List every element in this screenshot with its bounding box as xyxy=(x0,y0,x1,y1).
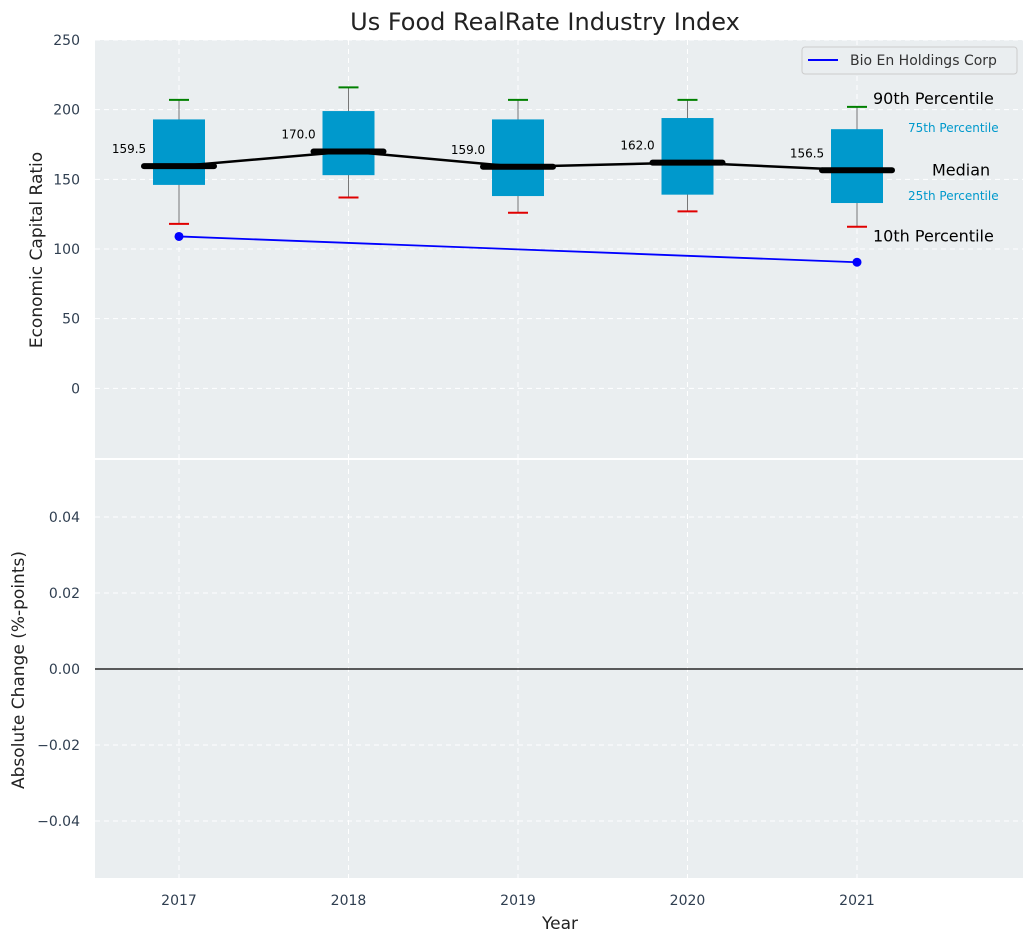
box-iqr xyxy=(322,111,375,176)
legend-box xyxy=(801,46,1018,75)
bottom-y-tick-label: 0.02 xyxy=(49,586,80,602)
box-iqr xyxy=(492,119,544,197)
bottom-y-axis-label: Absolute Change (%-points) xyxy=(9,551,29,789)
bottom-y-tick-label: 0.04 xyxy=(49,510,80,526)
median-trend-line xyxy=(178,150,858,172)
box-iqr xyxy=(661,118,714,195)
box-iqr xyxy=(153,119,205,185)
x-ticks: 2017 2018 2019 2020 2021 xyxy=(161,893,875,909)
median-value-label: 156.5 xyxy=(790,146,824,160)
company-series xyxy=(174,231,862,267)
legend-label: Bio En Holdings Corp xyxy=(850,53,997,69)
box-iqr xyxy=(831,129,883,204)
p25-annotation: 25th Percentile xyxy=(908,189,999,203)
top-y-tick-label: 100 xyxy=(53,242,80,258)
legend: Bio En Holdings Corp xyxy=(801,46,1018,75)
top-y-tick-label: 50 xyxy=(62,312,80,328)
box-plots: 159.5 170.0 159.0 162.0 156.5 xyxy=(112,86,895,228)
x-tick-label: 2018 xyxy=(331,893,367,909)
p90-annotation: 90th Percentile xyxy=(873,89,994,108)
median-value-label: 159.5 xyxy=(112,142,146,156)
median-value-label: 162.0 xyxy=(620,139,654,153)
median-annotation: Median xyxy=(932,160,990,179)
top-y-axis-label: Economic Capital Ratio xyxy=(27,152,47,348)
bottom-y-tick-label: 0.00 xyxy=(49,662,80,678)
median-value-label: 170.0 xyxy=(281,127,315,141)
bottom-gridlines xyxy=(95,460,1023,878)
median-value-label: 159.0 xyxy=(451,143,485,157)
p75-annotation: 75th Percentile xyxy=(908,121,999,135)
median-trend xyxy=(178,150,858,172)
chart-title: Us Food RealRate Industry Index xyxy=(350,8,740,36)
x-axis-label: Year xyxy=(541,914,578,934)
x-tick-label: 2021 xyxy=(839,893,875,909)
top-y-tick-label: 250 xyxy=(53,33,80,49)
percentile-annotations: 90th Percentile 75th Percentile Median 25th… xyxy=(873,89,999,246)
bottom-y-ticks: 0.04 0.02 0.00 −0.02 −0.04 xyxy=(37,510,80,830)
company-point xyxy=(852,257,862,267)
x-tick-label: 2017 xyxy=(161,893,197,909)
p10-annotation: 10th Percentile xyxy=(873,227,994,246)
top-y-tick-label: 150 xyxy=(53,172,80,188)
bottom-y-tick-label: −0.04 xyxy=(37,814,80,830)
x-tick-label: 2019 xyxy=(500,893,536,909)
top-y-ticks: 0 50 100 150 200 250 xyxy=(53,33,80,397)
x-tick-label: 2020 xyxy=(670,893,706,909)
top-y-tick-label: 0 xyxy=(71,381,80,397)
company-line xyxy=(178,235,858,264)
company-point xyxy=(174,231,184,241)
bottom-y-tick-label: −0.02 xyxy=(37,738,80,754)
top-y-tick-label: 200 xyxy=(53,103,80,119)
